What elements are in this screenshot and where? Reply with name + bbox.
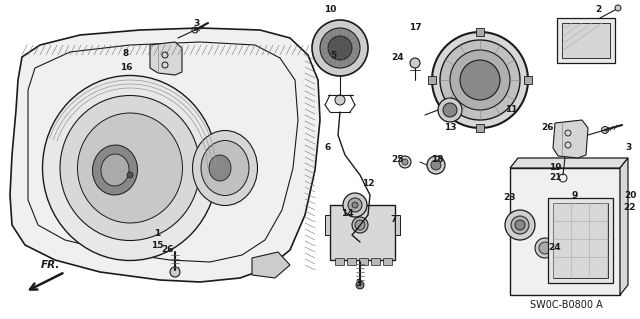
Bar (557, 18, 615, 63)
Polygon shape (510, 168, 620, 295)
Text: 8: 8 (123, 49, 129, 58)
Text: 1: 1 (154, 229, 160, 239)
Circle shape (615, 5, 621, 11)
Text: 10: 10 (324, 4, 336, 13)
Bar (330, 205, 395, 260)
Text: 20: 20 (624, 191, 636, 201)
Bar (348, 240, 370, 250)
Text: 21: 21 (548, 174, 561, 182)
Bar (347, 258, 356, 265)
Text: SW0C-B0800 A: SW0C-B0800 A (530, 300, 603, 310)
Ellipse shape (193, 130, 257, 205)
Polygon shape (252, 252, 290, 278)
Bar (548, 198, 613, 283)
Text: 17: 17 (409, 24, 421, 33)
Ellipse shape (209, 155, 231, 181)
Circle shape (431, 160, 441, 170)
Bar (476, 124, 484, 132)
Ellipse shape (101, 154, 129, 186)
Bar (335, 258, 344, 265)
Circle shape (427, 156, 445, 174)
Text: 24: 24 (392, 53, 404, 62)
Ellipse shape (42, 76, 218, 261)
Circle shape (312, 20, 368, 76)
Circle shape (352, 217, 368, 233)
Text: 15: 15 (151, 241, 163, 249)
Text: 6: 6 (325, 144, 331, 152)
Circle shape (410, 58, 420, 68)
Circle shape (539, 242, 551, 254)
Circle shape (450, 50, 510, 110)
Text: 26: 26 (541, 123, 554, 132)
Text: 23: 23 (503, 194, 515, 203)
Circle shape (515, 220, 525, 230)
Circle shape (335, 95, 345, 105)
Text: 9: 9 (572, 191, 578, 201)
Text: 24: 24 (548, 243, 561, 253)
Text: FR.: FR. (40, 260, 60, 270)
Text: 14: 14 (340, 209, 353, 218)
Bar (325, 215, 330, 235)
Bar (383, 258, 392, 265)
Ellipse shape (77, 113, 182, 223)
Circle shape (170, 267, 180, 277)
Text: 11: 11 (505, 105, 517, 114)
Text: 22: 22 (624, 204, 636, 212)
Circle shape (343, 193, 367, 217)
Bar (524, 76, 532, 84)
Circle shape (460, 60, 500, 100)
Polygon shape (510, 158, 628, 168)
Circle shape (511, 216, 529, 234)
Bar (359, 258, 368, 265)
Bar (395, 215, 400, 235)
Bar (428, 76, 436, 84)
Circle shape (438, 98, 462, 122)
Polygon shape (620, 158, 628, 295)
Text: 3: 3 (356, 279, 362, 288)
Ellipse shape (60, 95, 200, 241)
Circle shape (320, 28, 360, 68)
Text: 5: 5 (330, 51, 336, 61)
Text: 3: 3 (193, 19, 199, 28)
Circle shape (127, 172, 133, 178)
Bar (562, 23, 610, 58)
Text: 7: 7 (391, 216, 397, 225)
Polygon shape (10, 28, 320, 282)
Circle shape (399, 156, 411, 168)
Text: 26: 26 (161, 244, 173, 254)
Circle shape (505, 210, 535, 240)
Text: 16: 16 (120, 63, 132, 71)
Circle shape (355, 220, 365, 230)
Text: 12: 12 (362, 179, 374, 188)
Circle shape (352, 202, 358, 208)
Ellipse shape (92, 145, 138, 195)
Circle shape (432, 32, 528, 128)
Circle shape (402, 159, 408, 165)
Bar (476, 28, 484, 36)
Circle shape (348, 198, 362, 212)
Polygon shape (553, 120, 588, 158)
Bar (553, 203, 608, 278)
Text: 3: 3 (625, 144, 631, 152)
Bar (371, 258, 380, 265)
Text: 25: 25 (392, 155, 404, 165)
Circle shape (535, 238, 555, 258)
Ellipse shape (201, 140, 249, 196)
Circle shape (440, 40, 520, 120)
Circle shape (443, 103, 457, 117)
Text: 18: 18 (431, 155, 444, 165)
Circle shape (328, 36, 352, 60)
Circle shape (349, 242, 355, 248)
Text: 13: 13 (444, 123, 456, 132)
Circle shape (602, 127, 609, 133)
Polygon shape (150, 42, 182, 75)
Text: 19: 19 (548, 162, 561, 172)
Text: 2: 2 (595, 4, 601, 13)
Circle shape (356, 281, 364, 289)
